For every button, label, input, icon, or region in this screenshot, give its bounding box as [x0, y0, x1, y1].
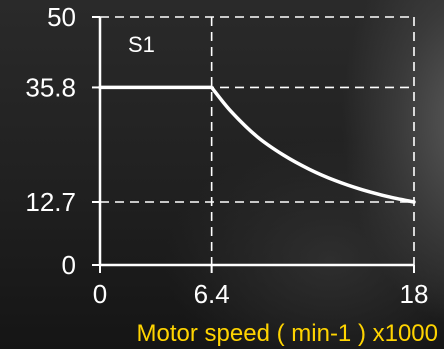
x-tick-label-0: 0: [93, 279, 107, 309]
series-curve-s1: [98, 85, 416, 204]
axes: [98, 17, 414, 267]
series-label-s1: S1: [128, 32, 155, 57]
y-tick-label-50: 50: [47, 2, 76, 32]
y-tick-label-35-8: 35.8: [25, 72, 76, 102]
tick-labels: 0 12.7 35.8 50 0 6.4 18: [25, 2, 428, 309]
x-axis-title: Motor speed ( min-1 ) x1000: [137, 320, 438, 347]
x-tick-label-18: 18: [400, 279, 429, 309]
y-tick-label-0: 0: [62, 250, 76, 280]
x-tick-label-6-4: 6.4: [194, 279, 230, 309]
series-curves: [98, 85, 416, 204]
y-tick-label-12-7: 12.7: [25, 187, 76, 217]
